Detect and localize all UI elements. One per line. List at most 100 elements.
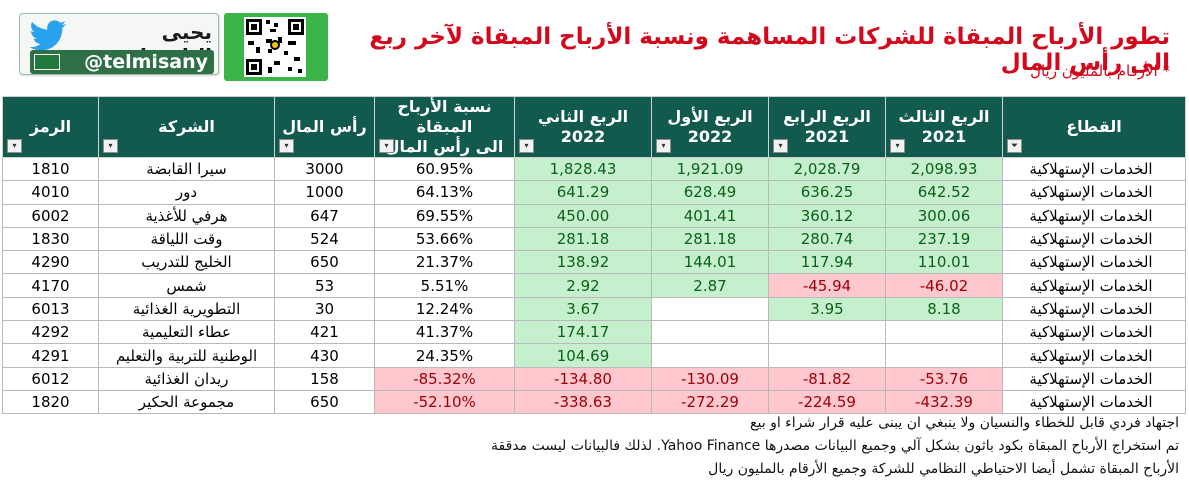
cell-ratio[interactable]: 21.37% (374, 250, 515, 275)
cell-ratio[interactable]: 69.55% (374, 203, 515, 228)
cell-capital[interactable]: 30 (274, 296, 375, 322)
cell-q1-2022[interactable]: 2.87 (651, 273, 769, 298)
cell-q3-2021[interactable]: 8.18 (885, 296, 1003, 322)
cell-ratio[interactable]: 41.37% (374, 320, 515, 345)
cell-company[interactable]: مجموعة الحكير (98, 389, 275, 415)
cell-company[interactable]: الوطنية للتربية والتعليم (98, 343, 275, 368)
cell-q1-2022[interactable]: -272.29 (651, 389, 769, 415)
cell-q3-2021[interactable] (885, 320, 1003, 345)
cell-company[interactable]: سيرا القابضة (98, 156, 275, 182)
cell-q2-2022[interactable]: 2.92 (514, 273, 652, 298)
cell-q4-2021[interactable] (768, 320, 886, 345)
cell-q2-2022[interactable]: 450.00 (514, 203, 652, 228)
filter-dropdown-icon[interactable]: ▾ (773, 139, 788, 153)
cell-capital[interactable]: 1000 (274, 180, 375, 205)
cell-q2-2022[interactable]: 1,828.43 (514, 156, 652, 182)
cell-capital[interactable]: 53 (274, 273, 375, 298)
cell-sector[interactable]: الخدمات الإستهلاكية (1002, 296, 1186, 322)
cell-q3-2021[interactable]: 237.19 (885, 226, 1003, 252)
cell-ratio[interactable]: 60.95% (374, 156, 515, 182)
cell-q3-2021[interactable]: -432.39 (885, 389, 1003, 415)
cell-q3-2021[interactable]: 2,098.93 (885, 156, 1003, 182)
cell-ratio[interactable]: 12.24% (374, 296, 515, 322)
cell-company[interactable]: ريدان الغذائية (98, 366, 275, 391)
filter-dropdown-icon[interactable]: ▾ (656, 139, 671, 153)
cell-code[interactable]: 6012 (2, 366, 99, 391)
filter-dropdown-icon[interactable]: ▾ (7, 139, 22, 153)
cell-code[interactable]: 1820 (2, 389, 99, 415)
cell-capital[interactable]: 158 (274, 366, 375, 391)
cell-company[interactable]: هرفي للأغذية (98, 203, 275, 228)
cell-sector[interactable]: الخدمات الإستهلاكية (1002, 250, 1186, 275)
filter-dropdown-icon[interactable]: ▾ (103, 139, 118, 153)
cell-q3-2021[interactable]: -46.02 (885, 273, 1003, 298)
cell-q1-2022[interactable] (651, 343, 769, 368)
cell-q1-2022[interactable]: -130.09 (651, 366, 769, 391)
cell-code[interactable]: 6013 (2, 296, 99, 322)
cell-capital[interactable]: 421 (274, 320, 375, 345)
cell-q3-2021[interactable]: 110.01 (885, 250, 1003, 275)
cell-company[interactable]: التطويرية الغذائية (98, 296, 275, 322)
cell-sector[interactable]: الخدمات الإستهلاكية (1002, 320, 1186, 345)
filter-dropdown-icon[interactable]: ▾ (279, 139, 294, 153)
cell-company[interactable]: شمس (98, 273, 275, 298)
cell-sector[interactable]: الخدمات الإستهلاكية (1002, 156, 1186, 182)
cell-ratio[interactable]: -85.32% (374, 366, 515, 391)
filter-dropdown-icon[interactable]: ▾ (379, 139, 394, 153)
cell-code[interactable]: 1830 (2, 226, 99, 252)
cell-q1-2022[interactable]: 281.18 (651, 226, 769, 252)
cell-q3-2021[interactable]: 300.06 (885, 203, 1003, 228)
cell-sector[interactable]: الخدمات الإستهلاكية (1002, 226, 1186, 252)
cell-sector[interactable]: الخدمات الإستهلاكية (1002, 389, 1186, 415)
cell-q2-2022[interactable]: 641.29 (514, 180, 652, 205)
cell-q4-2021[interactable]: -81.82 (768, 366, 886, 391)
cell-sector[interactable]: الخدمات الإستهلاكية (1002, 273, 1186, 298)
cell-sector[interactable]: الخدمات الإستهلاكية (1002, 366, 1186, 391)
cell-code[interactable]: 4291 (2, 343, 99, 368)
cell-q1-2022[interactable] (651, 296, 769, 322)
cell-capital[interactable]: 650 (274, 389, 375, 415)
cell-ratio[interactable]: -52.10% (374, 389, 515, 415)
cell-q2-2022[interactable]: 281.18 (514, 226, 652, 252)
cell-company[interactable]: الخليج للتدريب (98, 250, 275, 275)
cell-q4-2021[interactable]: 2,028.79 (768, 156, 886, 182)
cell-code[interactable]: 4010 (2, 180, 99, 205)
cell-q1-2022[interactable]: 1,921.09 (651, 156, 769, 182)
cell-q1-2022[interactable]: 628.49 (651, 180, 769, 205)
cell-ratio[interactable]: 64.13% (374, 180, 515, 205)
cell-ratio[interactable]: 53.66% (374, 226, 515, 252)
cell-ratio[interactable]: 5.51% (374, 273, 515, 298)
cell-capital[interactable]: 3000 (274, 156, 375, 182)
cell-q1-2022[interactable]: 401.41 (651, 203, 769, 228)
filter-dropdown-icon[interactable]: ▾ (519, 139, 534, 153)
cell-sector[interactable]: الخدمات الإستهلاكية (1002, 203, 1186, 228)
cell-q2-2022[interactable]: -338.63 (514, 389, 652, 415)
cell-q2-2022[interactable]: 104.69 (514, 343, 652, 368)
cell-code[interactable]: 4292 (2, 320, 99, 345)
cell-sector[interactable]: الخدمات الإستهلاكية (1002, 180, 1186, 205)
cell-capital[interactable]: 647 (274, 203, 375, 228)
cell-capital[interactable]: 650 (274, 250, 375, 275)
cell-capital[interactable]: 524 (274, 226, 375, 252)
cell-capital[interactable]: 430 (274, 343, 375, 368)
cell-q4-2021[interactable] (768, 343, 886, 368)
cell-q2-2022[interactable]: -134.80 (514, 366, 652, 391)
cell-code[interactable]: 1810 (2, 156, 99, 182)
cell-company[interactable]: عطاء التعليمية (98, 320, 275, 345)
cell-q1-2022[interactable]: 144.01 (651, 250, 769, 275)
cell-q4-2021[interactable]: 3.95 (768, 296, 886, 322)
cell-q2-2022[interactable]: 3.67 (514, 296, 652, 322)
cell-q3-2021[interactable]: -53.76 (885, 366, 1003, 391)
cell-q3-2021[interactable] (885, 343, 1003, 368)
cell-q2-2022[interactable]: 138.92 (514, 250, 652, 275)
cell-q4-2021[interactable]: 117.94 (768, 250, 886, 275)
cell-company[interactable]: دور (98, 180, 275, 205)
cell-q3-2021[interactable]: 642.52 (885, 180, 1003, 205)
cell-q4-2021[interactable]: -45.94 (768, 273, 886, 298)
cell-code[interactable]: 4290 (2, 250, 99, 275)
cell-q1-2022[interactable] (651, 320, 769, 345)
cell-q4-2021[interactable]: -224.59 (768, 389, 886, 415)
cell-code[interactable]: 4170 (2, 273, 99, 298)
cell-q4-2021[interactable]: 280.74 (768, 226, 886, 252)
filter-active-icon[interactable]: ⏷ (1007, 139, 1022, 153)
